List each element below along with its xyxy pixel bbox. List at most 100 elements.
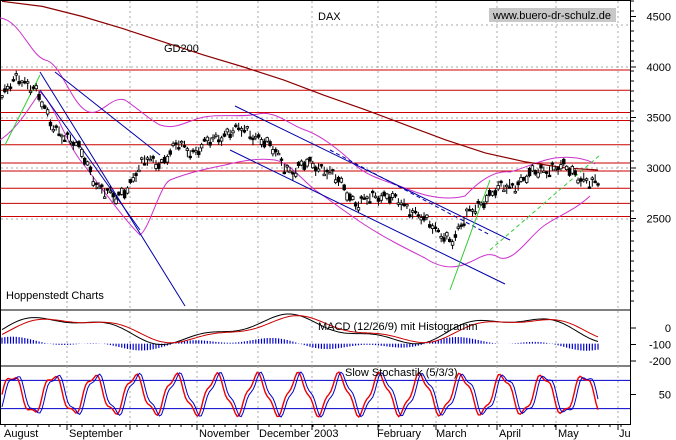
price-candle bbox=[102, 196, 107, 199]
price-candle bbox=[85, 161, 90, 166]
chart-frame bbox=[0, 0, 631, 425]
price-candle bbox=[137, 169, 141, 173]
price-candle bbox=[353, 202, 358, 207]
price-candle bbox=[219, 137, 224, 142]
price-candle bbox=[177, 147, 181, 150]
x-tick-label-2: November bbox=[199, 428, 250, 440]
price-candle bbox=[456, 226, 460, 229]
trend-line-5 bbox=[229, 149, 506, 285]
price-candle bbox=[547, 174, 552, 178]
price-candle bbox=[205, 136, 210, 142]
stochastic-d-line bbox=[1, 371, 599, 418]
price-y-tick-1-label: 4000 bbox=[647, 62, 671, 74]
price-candle bbox=[390, 193, 395, 198]
price-candle bbox=[294, 172, 298, 177]
price-candle bbox=[479, 202, 483, 206]
price-candle bbox=[182, 145, 187, 148]
price-candle bbox=[114, 198, 118, 204]
price-candle bbox=[507, 186, 512, 189]
price-candle bbox=[228, 133, 232, 138]
price-candle bbox=[54, 125, 58, 128]
price-candle bbox=[271, 149, 275, 155]
price-candle bbox=[171, 143, 175, 146]
y-axis-ticks: 4500 4000 3500 3000 2500 0 -100 -200 50 bbox=[630, 0, 671, 402]
horizontal-levels bbox=[1, 69, 630, 217]
price-candle bbox=[140, 157, 144, 160]
price-candle bbox=[593, 180, 597, 183]
price-candle bbox=[80, 149, 84, 157]
price-candle bbox=[279, 158, 284, 161]
price-candle bbox=[553, 168, 557, 172]
price-candle bbox=[236, 127, 241, 130]
price-candle bbox=[459, 224, 463, 227]
price-candle bbox=[63, 139, 67, 142]
price-candle bbox=[302, 162, 306, 170]
price-candle bbox=[439, 235, 443, 239]
x-tick-label-5: February bbox=[377, 428, 422, 440]
price-candle bbox=[579, 178, 583, 182]
trend-line-6 bbox=[329, 149, 491, 236]
macd-y-tick-2-label: -200 bbox=[649, 356, 671, 368]
price-candle bbox=[393, 194, 398, 197]
price-candle bbox=[157, 163, 161, 169]
price-candle bbox=[405, 204, 409, 207]
price-candle bbox=[100, 184, 104, 187]
price-candle bbox=[542, 170, 546, 174]
price-candle bbox=[465, 208, 469, 212]
price-candle bbox=[470, 209, 475, 212]
price-candle bbox=[428, 224, 432, 228]
price-candle bbox=[570, 166, 575, 174]
price-candle bbox=[0, 95, 4, 98]
price-candle bbox=[276, 152, 281, 156]
price-candle bbox=[60, 134, 64, 138]
price-candle bbox=[559, 164, 563, 170]
price-candle bbox=[239, 128, 244, 131]
price-candle bbox=[291, 172, 295, 175]
price-candle bbox=[539, 164, 543, 169]
price-candle bbox=[105, 188, 110, 191]
price-candle bbox=[502, 189, 506, 193]
x-tick-label-8: May bbox=[558, 428, 579, 440]
price-candle bbox=[82, 157, 87, 165]
price-candle bbox=[448, 238, 452, 243]
chart-title: DAX bbox=[318, 11, 341, 23]
price-candle bbox=[142, 163, 147, 166]
price-candle bbox=[68, 140, 73, 144]
price-candle bbox=[11, 79, 16, 82]
price-candle bbox=[48, 121, 53, 127]
price-candle bbox=[282, 171, 287, 175]
price-candle bbox=[288, 170, 292, 174]
price-candle bbox=[325, 169, 329, 173]
price-candle bbox=[151, 156, 155, 159]
price-candle bbox=[351, 196, 355, 201]
price-candle bbox=[57, 133, 61, 136]
price-candle bbox=[544, 171, 549, 174]
price-candle bbox=[311, 162, 315, 169]
price-candle bbox=[20, 80, 24, 84]
price-candle bbox=[376, 197, 381, 202]
price-candle bbox=[564, 165, 569, 171]
price-candle bbox=[342, 184, 346, 191]
price-candle bbox=[482, 202, 486, 209]
trend-line-green-1 bbox=[449, 179, 491, 291]
price-candle bbox=[522, 177, 526, 181]
price-candle bbox=[8, 86, 13, 89]
price-candle bbox=[131, 177, 135, 182]
price-candle bbox=[319, 164, 324, 167]
macd-y-tick-1-label: -100 bbox=[649, 340, 671, 352]
trend-line-2 bbox=[54, 71, 161, 156]
x-tick-label-7: April bbox=[499, 428, 521, 440]
price-candle bbox=[442, 237, 446, 242]
price-candle bbox=[313, 166, 318, 172]
price-candle bbox=[362, 197, 366, 200]
price-candle bbox=[316, 168, 321, 172]
price-candle bbox=[587, 186, 592, 189]
price-candle bbox=[596, 183, 600, 186]
price-candle bbox=[148, 159, 152, 162]
price-candle bbox=[305, 158, 309, 167]
price-candle bbox=[536, 172, 540, 178]
price-candle bbox=[499, 180, 503, 184]
price-candle bbox=[445, 232, 449, 237]
price-candle bbox=[37, 94, 41, 100]
x-tick-label-1: September bbox=[69, 428, 123, 440]
